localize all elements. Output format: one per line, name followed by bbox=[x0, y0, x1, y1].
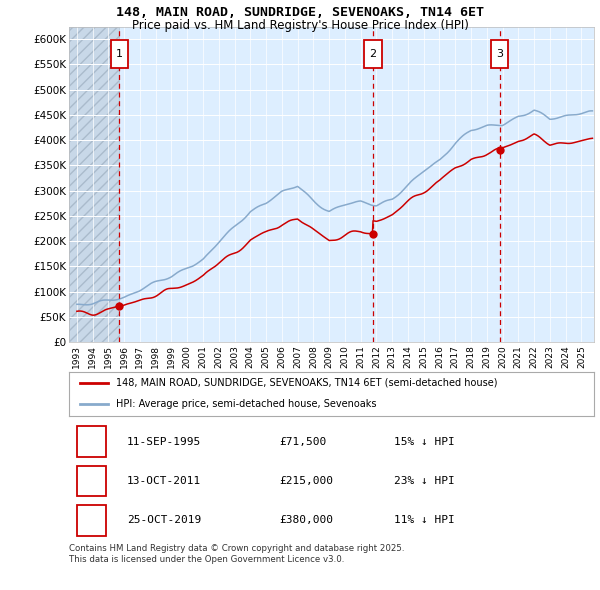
Text: 11% ↓ HPI: 11% ↓ HPI bbox=[395, 515, 455, 525]
Text: 15% ↓ HPI: 15% ↓ HPI bbox=[395, 437, 455, 447]
Text: 2: 2 bbox=[370, 50, 377, 60]
Text: £380,000: £380,000 bbox=[279, 515, 333, 525]
Text: 11-SEP-1995: 11-SEP-1995 bbox=[127, 437, 201, 447]
Text: 13-OCT-2011: 13-OCT-2011 bbox=[127, 476, 201, 486]
Text: 1: 1 bbox=[116, 50, 123, 60]
FancyBboxPatch shape bbox=[491, 40, 508, 68]
FancyBboxPatch shape bbox=[77, 426, 106, 457]
Text: 2: 2 bbox=[88, 474, 95, 487]
FancyBboxPatch shape bbox=[77, 505, 106, 536]
Text: Contains HM Land Registry data © Crown copyright and database right 2025.: Contains HM Land Registry data © Crown c… bbox=[69, 544, 404, 553]
FancyBboxPatch shape bbox=[364, 40, 382, 68]
Text: 25-OCT-2019: 25-OCT-2019 bbox=[127, 515, 201, 525]
Text: 1: 1 bbox=[88, 435, 95, 448]
Text: £215,000: £215,000 bbox=[279, 476, 333, 486]
Text: This data is licensed under the Open Government Licence v3.0.: This data is licensed under the Open Gov… bbox=[69, 555, 344, 563]
Text: 148, MAIN ROAD, SUNDRIDGE, SEVENOAKS, TN14 6ET: 148, MAIN ROAD, SUNDRIDGE, SEVENOAKS, TN… bbox=[116, 6, 484, 19]
Text: 3: 3 bbox=[496, 50, 503, 60]
FancyBboxPatch shape bbox=[111, 40, 128, 68]
Text: 23% ↓ HPI: 23% ↓ HPI bbox=[395, 476, 455, 486]
Text: £71,500: £71,500 bbox=[279, 437, 326, 447]
FancyBboxPatch shape bbox=[77, 466, 106, 496]
Text: 3: 3 bbox=[88, 514, 95, 527]
Text: 148, MAIN ROAD, SUNDRIDGE, SEVENOAKS, TN14 6ET (semi-detached house): 148, MAIN ROAD, SUNDRIDGE, SEVENOAKS, TN… bbox=[116, 378, 498, 388]
Text: Price paid vs. HM Land Registry's House Price Index (HPI): Price paid vs. HM Land Registry's House … bbox=[131, 19, 469, 32]
Text: HPI: Average price, semi-detached house, Sevenoaks: HPI: Average price, semi-detached house,… bbox=[116, 399, 377, 408]
Bar bbox=[69, 27, 119, 342]
